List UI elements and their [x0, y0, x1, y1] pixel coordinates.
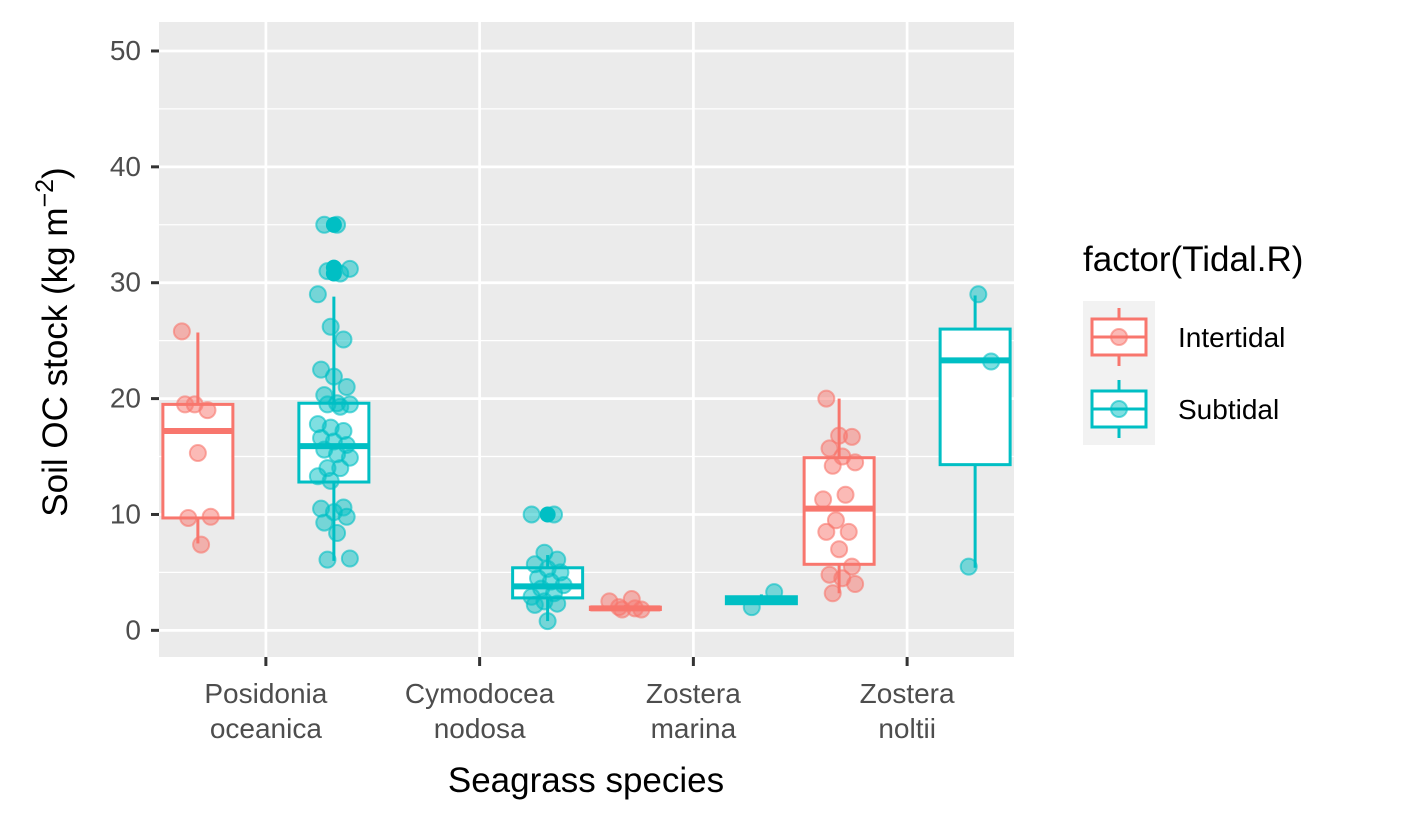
- data-point-subtidal: [331, 397, 350, 416]
- data-point-intertidal: [820, 439, 839, 458]
- data-point-subtidal: [765, 583, 784, 602]
- data-point-intertidal: [198, 401, 217, 420]
- data-point-intertidal: [176, 395, 195, 414]
- data-point-subtidal: [959, 557, 978, 576]
- legend-item-intertidal: Intertidal: [1083, 301, 1285, 373]
- data-point-intertidal: [600, 592, 619, 611]
- data-point-subtidal: [321, 317, 340, 336]
- data-point-intertidal: [817, 522, 836, 541]
- data-point-subtidal: [318, 550, 337, 569]
- data-point-intertidal: [842, 557, 861, 576]
- data-point-subtidal: [328, 524, 347, 543]
- data-point-subtidal: [969, 285, 988, 304]
- data-point-intertidal: [830, 540, 849, 559]
- data-point-subtidal: [525, 595, 544, 614]
- data-point-subtidal: [337, 507, 356, 526]
- panel-background: [159, 22, 1014, 657]
- x-tick-label-line: Cymodocea: [405, 678, 555, 709]
- data-point-intertidal: [192, 535, 211, 554]
- points-layer: [172, 215, 1001, 631]
- legend-key-point: [1110, 400, 1128, 418]
- data-point-intertidal: [846, 574, 865, 593]
- data-point-subtidal: [340, 549, 359, 568]
- data-point-intertidal: [839, 522, 858, 541]
- data-point-subtidal: [331, 264, 350, 283]
- x-tick-label-line: Zostera: [860, 678, 955, 709]
- data-point-intertidal: [826, 511, 845, 530]
- y-axis-label-close: ): [36, 167, 75, 179]
- box-rect: [161, 402, 235, 520]
- data-point-subtidal: [548, 594, 567, 613]
- x-tick-label-line: nodosa: [434, 713, 526, 744]
- legend: factor(Tidal.R) Intertidal Subtidal: [1083, 240, 1303, 445]
- data-point-intertidal: [846, 453, 865, 472]
- box-subtidal: [724, 594, 798, 606]
- x-axis: Posidonia oceanica Cymodocea nodosa Zostera m…: [204, 657, 955, 744]
- box-rect: [938, 327, 1012, 467]
- data-point-intertidal: [814, 490, 833, 509]
- x-tick-label-line: noltii: [878, 713, 936, 744]
- legend-label: Intertidal: [1178, 322, 1285, 353]
- x-tick-label: Cymodocea nodosa: [405, 678, 555, 744]
- box-intertidal: [161, 332, 235, 544]
- data-point-intertidal: [842, 427, 861, 446]
- data-point-subtidal: [324, 367, 343, 386]
- legend-key-point: [1110, 328, 1128, 346]
- y-axis-label: Soil OC stock (kg m−2): [31, 167, 75, 516]
- data-point-subtidal: [538, 612, 557, 631]
- box-subtidal: [938, 295, 1012, 568]
- data-point-subtidal: [522, 505, 541, 524]
- data-point-intertidal: [836, 485, 855, 504]
- data-point-intertidal: [172, 322, 191, 341]
- x-tick-label-line: Posidonia: [204, 678, 327, 709]
- x-tick-label: Zostera marina: [646, 678, 741, 744]
- y-axis-label-main: Soil OC stock (kg m: [36, 207, 75, 516]
- x-tick-label-line: Zostera: [646, 678, 741, 709]
- data-point-intertidal: [817, 389, 836, 408]
- data-point-subtidal: [308, 285, 327, 304]
- legend-item-subtidal: Subtidal: [1083, 373, 1279, 445]
- data-point-intertidal: [179, 508, 198, 527]
- y-tick-label: 0: [125, 614, 141, 645]
- y-tick-label: 30: [110, 267, 141, 298]
- legend-label: Subtidal: [1178, 394, 1279, 425]
- data-point-intertidal: [188, 444, 207, 463]
- data-point-intertidal: [201, 507, 220, 526]
- y-tick-label: 40: [110, 151, 141, 182]
- data-point-subtidal: [334, 330, 353, 349]
- x-tick-label-line: marina: [651, 713, 737, 744]
- y-axis: 0 10 20 30 40 50: [110, 35, 159, 645]
- data-point-intertidal: [625, 599, 644, 618]
- legend-title: factor(Tidal.R): [1083, 240, 1303, 279]
- major-gridlines: [159, 22, 1014, 657]
- data-point-subtidal: [982, 352, 1001, 371]
- x-tick-label: Posidonia oceanica: [204, 678, 327, 744]
- data-point-subtidal: [315, 513, 334, 532]
- data-point-subtidal: [337, 378, 356, 397]
- y-tick-label: 50: [110, 35, 141, 66]
- x-tick-label: Zostera noltii: [860, 678, 955, 744]
- data-point-subtidal: [321, 471, 340, 490]
- data-point-subtidal: [545, 505, 564, 524]
- data-point-subtidal: [742, 598, 761, 617]
- x-tick-label-line: oceanica: [210, 713, 323, 744]
- data-point-subtidal: [328, 215, 347, 234]
- y-tick-label: 10: [110, 498, 141, 529]
- x-axis-label: Seagrass species: [448, 761, 724, 800]
- y-axis-label-exponent: −2: [31, 179, 59, 208]
- data-point-subtidal: [331, 459, 350, 478]
- data-point-intertidal: [823, 456, 842, 475]
- y-tick-label: 20: [110, 383, 141, 414]
- data-point-intertidal: [823, 584, 842, 603]
